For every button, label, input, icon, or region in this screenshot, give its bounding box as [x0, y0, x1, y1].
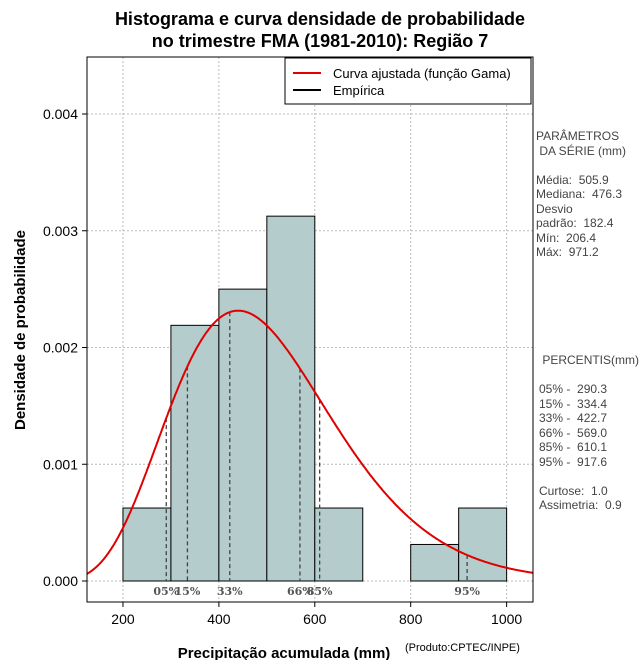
y-tick-label-3: 0.003 [43, 223, 78, 239]
histogram-bars [122, 215, 508, 582]
percentis-heading: PERCENTIS(mm) [542, 353, 640, 367]
params-heading1: PARÂMETROS [536, 129, 620, 143]
histogram-bar-3 [266, 215, 316, 582]
histogram-bar-2 [218, 288, 268, 582]
percentile-label-0: 05% [153, 585, 179, 598]
p15-value: 334.4 [577, 396, 608, 411]
mediana-label: Mediana: [536, 187, 586, 201]
min-label: Mín: [536, 230, 560, 245]
percentis-panel: PERCENTIS(mm) 05% - 290.3 15% - 334.4 33… [539, 353, 639, 513]
params-panel: PARÂMETROS DA SÉRIE (mm) Média: 505.9 Me… [536, 129, 626, 260]
y-tick-label-4: 0.004 [43, 106, 78, 122]
curtose-value: 1.0 [591, 483, 608, 498]
y-axis-label: Densidade de probabilidade [12, 230, 29, 430]
max-label: Máx: [536, 245, 563, 259]
assimetria-value: 0.9 [605, 498, 622, 512]
p66-label: 66% - [539, 425, 571, 440]
p85-value: 610.1 [577, 440, 608, 454]
legend-empirical-label: Empírica [333, 83, 385, 98]
plot-frame [86, 56, 534, 603]
p05-value: 290.3 [577, 382, 608, 396]
percentile-markers: 05%15% 33% 66%85% 95% [153, 312, 481, 598]
percentile-label-1: 15% [175, 585, 201, 598]
p85-label: 85% - [539, 440, 571, 454]
legend: Curva ajustada (função Gama) Empírica [284, 57, 532, 105]
legend-fitted-label: Curva ajustada (função Gama) [333, 66, 511, 81]
gamma-curve [86, 309, 534, 575]
x-axis-label: Precipitação acumulada (mm) [178, 645, 391, 660]
axis-ticks: 200 400 600 800 1000 0.000 0.001 0.002 0.003 0.00… [43, 106, 522, 627]
x-tick-label-1: 400 [207, 611, 231, 627]
credit-text: (Produto:CPTEC/INPE) [405, 642, 520, 654]
params-heading2: DA SÉRIE (mm) [539, 143, 627, 158]
p15-label: 15% - [539, 396, 571, 411]
x-tick-label-2: 600 [303, 611, 327, 627]
min-value: 206.4 [566, 230, 597, 245]
desvio-value: 182.4 [583, 216, 614, 230]
chart-title-line1: Histograma e curva densidade de probabil… [114, 9, 526, 29]
histogram-bar-5 [410, 543, 460, 582]
desvio-label1: Desvio [536, 201, 573, 216]
percentile-label-4: 85% [307, 585, 333, 598]
percentile-label-2: 33% [217, 585, 243, 598]
y-tick-label-1: 0.001 [43, 456, 78, 472]
histogram-bar-1 [170, 324, 220, 582]
p95-label: 95% - [539, 454, 571, 469]
p33-label: 33% - [539, 411, 571, 425]
histogram-bar-4 [314, 507, 364, 582]
mediana-value: 476.3 [592, 187, 623, 201]
percentile-label-5: 95% [454, 585, 480, 598]
assimetria-label: Assimetria: [539, 498, 599, 512]
max-value: 971.2 [568, 245, 599, 259]
media-label: Média: [536, 172, 573, 187]
y-tick-label-0: 0.000 [43, 573, 78, 589]
y-tick-label-2: 0.002 [43, 340, 78, 356]
p95-value: 917.6 [577, 454, 608, 469]
curtose-label: Curtose: [539, 483, 585, 498]
desvio-label2: padrão: [536, 216, 577, 230]
histogram-bar-6 [458, 507, 508, 582]
media-value: 505.9 [578, 172, 609, 187]
percentile-label-3: 66% [287, 585, 313, 598]
p05-label: 05% - [539, 382, 571, 396]
chart-title-line2: no trimestre FMA (1981-2010): Região 7 [151, 31, 489, 51]
x-tick-label-3: 800 [399, 611, 423, 627]
x-tick-label-0: 200 [111, 611, 135, 627]
histogram-bar-0 [122, 507, 172, 582]
p66-value: 569.0 [577, 425, 608, 440]
x-tick-label-4: 1000 [491, 611, 522, 627]
p33-value: 422.7 [577, 411, 608, 425]
